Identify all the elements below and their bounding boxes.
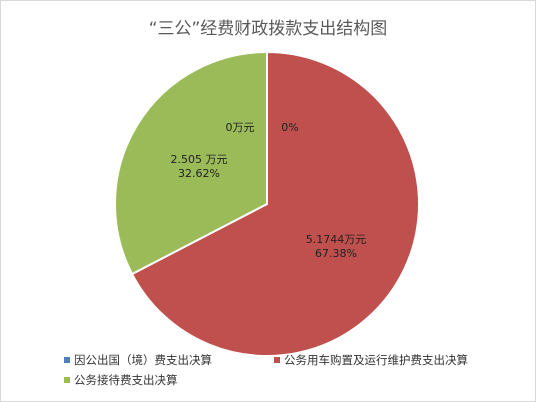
data-label-value-2: 2.505 万元 [171,153,228,166]
legend-label-overseas: 因公出国（境）费支出决算 [74,353,212,367]
data-label-value-1: 5.1744万元 [306,233,367,246]
legend-item-overseas: 因公出国（境）费支出决算 [64,352,212,368]
legend-swatch-vehicle [274,357,280,363]
data-label-value-0: 0万元 [226,121,255,134]
data-label-percent-0: 0% [281,121,298,134]
legend-label-vehicle: 公务用车购置及运行维护费支出决算 [284,353,468,367]
legend-swatch-overseas [64,357,70,363]
data-label-percent-1: 67.38% [315,247,357,260]
legend-item-vehicle: 公务用车购置及运行维护费支出决算 [274,352,468,368]
chart-title: “三公”经费财政拨款支出结构图 [148,19,388,39]
legend-label-reception: 公务接待费支出决算 [74,373,178,387]
legend-item-reception: 公务接待费支出决算 [64,372,178,388]
pie-slice-1 [130,50,420,357]
data-label-percent-2: 32.62% [178,167,220,180]
legend-swatch-reception [64,377,70,383]
pie-slice-2 [114,50,268,276]
